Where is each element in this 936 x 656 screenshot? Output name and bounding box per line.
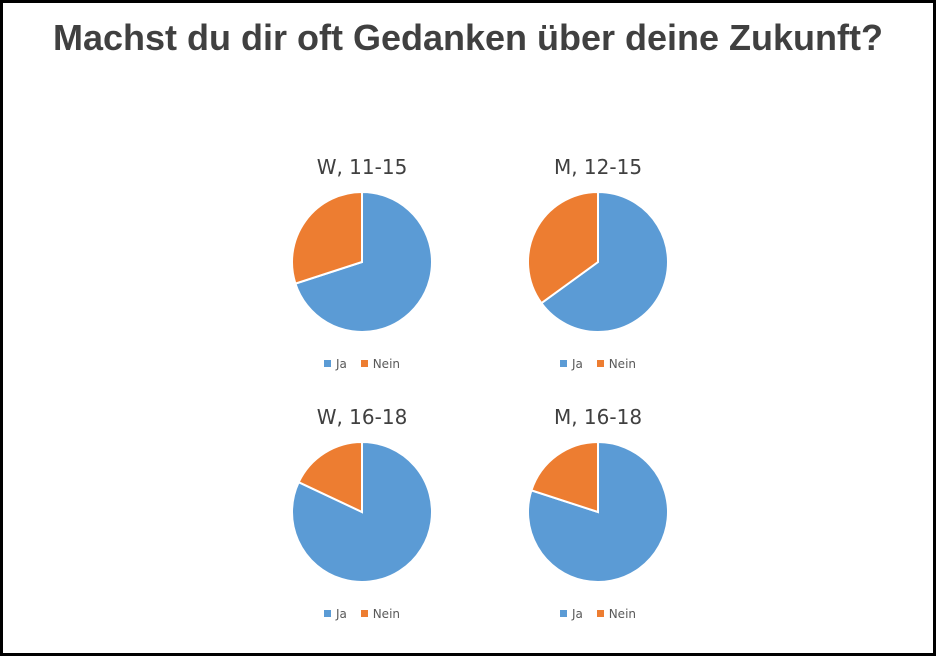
chart-title: M, 12-15 [553, 155, 643, 179]
legend-swatch-ja [559, 610, 567, 617]
pie-chart-m-12-15: M, 12-15 Ja Nein [498, 155, 698, 395]
pie-chart-w-11-15: W, 11-15 Ja Nein [262, 155, 462, 395]
legend-item-nein: Nein [360, 357, 401, 371]
pie-slice-nein [527, 191, 599, 305]
legend-item-nein: Nein [596, 607, 637, 621]
legend-swatch-nein [596, 610, 604, 617]
legend: Ja Nein [498, 357, 698, 371]
legend-label-nein: Nein [608, 607, 637, 621]
legend-item-ja: Ja [323, 357, 347, 371]
pie-plot [527, 191, 669, 333]
legend-swatch-nein [596, 360, 604, 367]
pie-slice-nein [530, 441, 599, 514]
legend-label-nein: Nein [608, 357, 637, 371]
legend-item-ja: Ja [559, 357, 583, 371]
chart-title: M, 16-18 [553, 405, 643, 429]
chart-title: W, 11-15 [316, 155, 408, 179]
pie-chart-m-16-18: M, 16-18 Ja Nein [498, 405, 698, 645]
pie-slice-nein [297, 441, 363, 514]
legend-swatch-nein [360, 360, 368, 367]
legend-item-nein: Nein [360, 607, 401, 621]
legend-label-nein: Nein [372, 607, 401, 621]
legend: Ja Nein [498, 607, 698, 621]
legend-label-ja: Ja [571, 607, 583, 621]
legend-item-ja: Ja [559, 607, 583, 621]
legend-label-ja: Ja [335, 607, 347, 621]
pie-chart-w-16-18: W, 16-18 Ja Nein [262, 405, 462, 645]
pie-slice-ja [539, 191, 669, 333]
legend-swatch-ja [323, 610, 331, 617]
pie-slice-ja [294, 191, 433, 333]
legend-label-nein: Nein [372, 357, 401, 371]
legend-item-ja: Ja [323, 607, 347, 621]
pie-plot [527, 441, 669, 583]
legend: Ja Nein [262, 357, 462, 371]
legend-swatch-nein [360, 610, 368, 617]
pie-plot [291, 441, 433, 583]
pie-slice-nein [291, 191, 363, 285]
legend-label-ja: Ja [571, 357, 583, 371]
legend-label-ja: Ja [335, 357, 347, 371]
chart-title: W, 16-18 [316, 405, 408, 429]
pie-plot [291, 191, 433, 333]
legend-swatch-ja [559, 360, 567, 367]
legend-swatch-ja [323, 360, 331, 367]
legend: Ja Nein [262, 607, 462, 621]
page-title: Machst du dir oft Gedanken über deine Zu… [52, 17, 884, 58]
legend-item-nein: Nein [596, 357, 637, 371]
